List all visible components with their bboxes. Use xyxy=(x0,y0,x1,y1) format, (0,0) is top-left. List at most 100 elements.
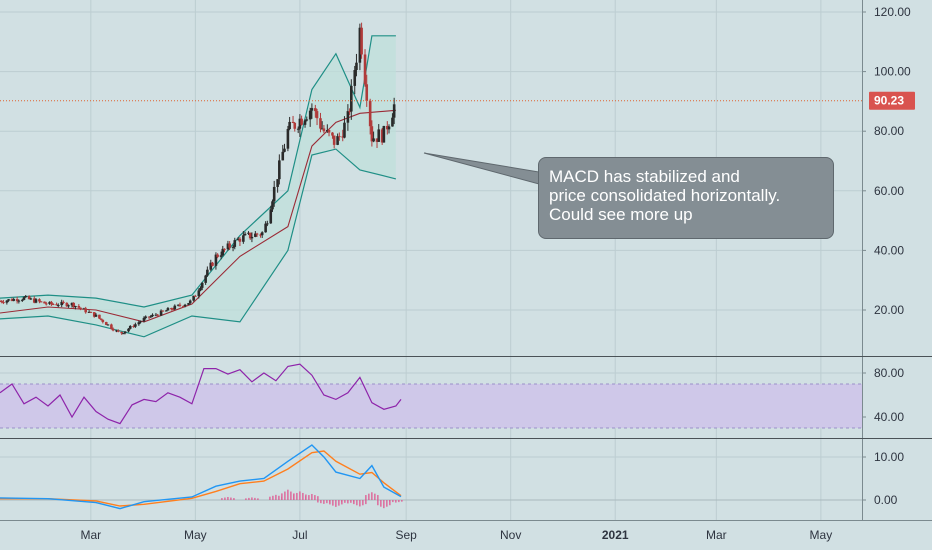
candle-body xyxy=(27,296,31,300)
candle-body xyxy=(278,160,281,180)
macd-histogram-bar xyxy=(287,489,289,500)
candle-body xyxy=(38,299,41,302)
candle-body xyxy=(200,282,204,288)
candle-body xyxy=(348,111,351,113)
candle-body xyxy=(183,304,187,307)
candle-body xyxy=(20,299,24,301)
macd-histogram-bar xyxy=(299,491,301,500)
candle-body xyxy=(122,333,125,335)
price-y-tick-label: 80.00 xyxy=(874,124,904,138)
annotation-line-1: MACD has stabilized and xyxy=(549,167,740,186)
candle-body xyxy=(236,238,240,241)
candle-body xyxy=(111,328,115,331)
macd-panel xyxy=(0,444,862,510)
x-tick-label: 2021 xyxy=(602,528,629,542)
candle-body xyxy=(192,295,195,301)
candle-body xyxy=(166,308,170,311)
candle-body xyxy=(259,234,262,236)
candle-body xyxy=(116,330,120,332)
candle-body xyxy=(298,118,302,129)
candle-body xyxy=(310,108,314,111)
macd-histogram-bar xyxy=(272,495,274,500)
candle-body xyxy=(82,308,86,310)
candle-body xyxy=(98,314,101,319)
candle-body xyxy=(32,298,36,303)
macd-histogram-bar xyxy=(305,496,307,500)
candle-body xyxy=(171,309,175,311)
macd-histogram-bar xyxy=(395,500,397,503)
candle-body xyxy=(350,85,353,112)
candle-body xyxy=(370,126,374,142)
macd-histogram-bar xyxy=(350,500,352,503)
macd-histogram-bar xyxy=(368,493,370,500)
price-y-tick-label: 40.00 xyxy=(874,243,904,257)
candle-body xyxy=(164,310,168,312)
price-y-tick-label: 100.00 xyxy=(874,65,911,79)
macd-histogram-bar xyxy=(335,500,337,507)
macd-histogram-bar xyxy=(377,500,379,506)
macd-histogram-bar xyxy=(278,495,280,500)
macd-histogram-bar xyxy=(362,500,364,506)
candle-body xyxy=(233,240,237,247)
macd-histogram-bar xyxy=(323,500,325,504)
candle-body xyxy=(134,324,137,327)
candle-body xyxy=(336,136,339,145)
macd-line xyxy=(0,444,402,510)
rsi-band xyxy=(0,384,862,428)
candle-body xyxy=(283,148,286,152)
x-tick-label: Nov xyxy=(500,528,521,542)
candle-body xyxy=(392,104,396,118)
candle-body xyxy=(50,301,53,305)
candle-body xyxy=(243,233,247,236)
candle-body xyxy=(343,122,346,138)
candle-body xyxy=(365,84,369,101)
candle-body xyxy=(269,209,273,224)
candle-body xyxy=(79,307,82,309)
macd-histogram-bar xyxy=(293,494,295,500)
candle-body xyxy=(341,136,345,138)
candle-body xyxy=(375,138,379,142)
macd-histogram-bar xyxy=(221,498,223,500)
candle-body xyxy=(10,299,14,301)
candle-body xyxy=(65,302,69,307)
candle-body xyxy=(377,129,381,142)
candle-body xyxy=(120,331,123,334)
candle-body xyxy=(144,316,147,318)
candle-body xyxy=(154,314,158,316)
candle-body xyxy=(101,319,105,323)
price-y-tick-label: 120.00 xyxy=(874,5,911,19)
macd-histogram-bar xyxy=(311,493,313,500)
candle-body xyxy=(387,126,391,130)
macd-histogram-bar xyxy=(308,495,310,500)
annotation-callout: MACD has stabilized and price consolidat… xyxy=(538,157,834,239)
candle-body xyxy=(247,232,250,234)
candle-body xyxy=(264,223,267,233)
candle-body xyxy=(276,179,279,187)
macd-histogram-bar xyxy=(233,498,235,500)
macd-histogram-bar xyxy=(302,492,304,500)
candle-body xyxy=(358,27,362,63)
candle-body xyxy=(238,238,242,242)
macd-histogram-bar xyxy=(353,500,355,505)
macd-histogram-bar xyxy=(359,500,361,507)
x-tick-label: May xyxy=(810,528,833,542)
candle-body xyxy=(110,324,113,329)
macd-histogram-bar xyxy=(389,500,391,506)
macd-histogram-bar xyxy=(344,500,346,503)
x-tick-label: Jul xyxy=(292,528,307,542)
candle-body xyxy=(286,129,290,149)
macd-histogram-bar xyxy=(356,500,358,506)
candle-body xyxy=(194,295,197,297)
candle-body xyxy=(51,304,55,306)
macd-histogram-bar xyxy=(248,497,250,500)
candle-body xyxy=(206,269,209,276)
candle-body xyxy=(391,117,394,127)
candle-body xyxy=(151,314,154,317)
annotation-line-3: Could see more up xyxy=(549,205,693,224)
candle-body xyxy=(0,301,4,303)
candle-body xyxy=(137,322,141,325)
candle-body xyxy=(84,308,87,313)
macd-histogram-bar xyxy=(320,500,322,504)
bollinger-upper-line xyxy=(0,35,396,308)
